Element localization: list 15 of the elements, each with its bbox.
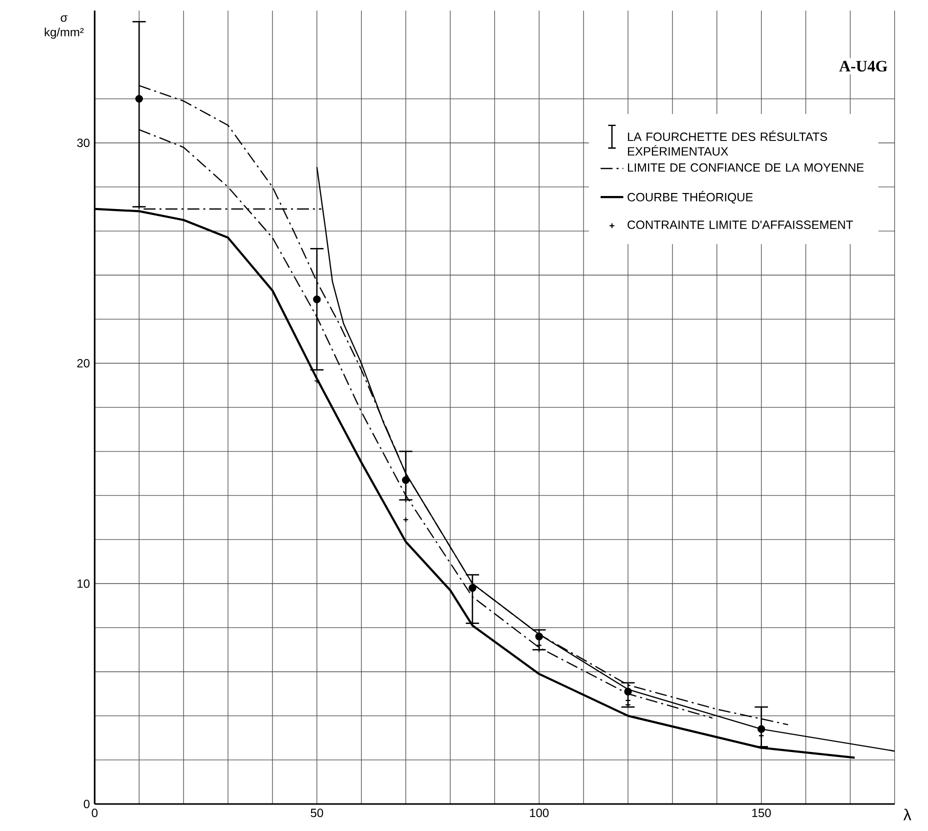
- legend-label: CONTRAINTE LIMITE D'AFFAISSEMENT: [628, 220, 853, 230]
- y-axis-title: σ kg/mm²: [44, 16, 84, 39]
- y-tick-label: 20: [77, 359, 90, 368]
- legend-label: COURBE THÉORIQUE: [628, 191, 753, 204]
- x-tick-label: 50: [310, 808, 324, 818]
- y-tick-label: 0: [84, 800, 90, 808]
- y-tick-label: 10: [78, 580, 90, 588]
- legend-label: LA FOURCHETTE DES RÉSULTATS EXPÉRIMENTAUX: [628, 130, 828, 156]
- legend-label: LIMITE DE CONFIANCE DE LA MOYENNE: [628, 163, 864, 172]
- x-tick-label: 150: [752, 808, 771, 818]
- y-tick-label: 30: [77, 138, 90, 148]
- x-tick-label: 100: [530, 808, 549, 818]
- x-tick-label: 0: [92, 808, 98, 818]
- text: A-U4G: [839, 61, 888, 72]
- x-axis-title: λ: [903, 808, 912, 820]
